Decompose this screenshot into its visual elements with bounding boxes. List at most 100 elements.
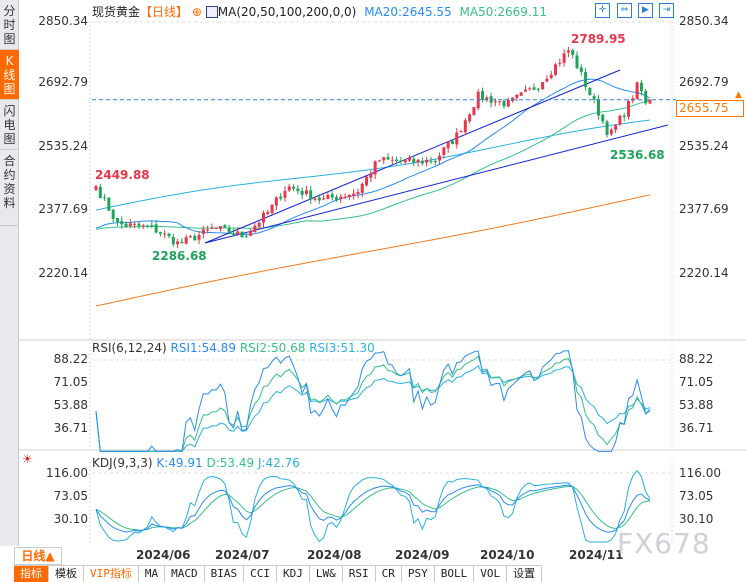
candle-body: [244, 236, 248, 238]
sidebar-tab[interactable]: K线图: [0, 50, 19, 100]
rsi1-line: [95, 350, 651, 453]
indicator-tab[interactable]: KDJ: [277, 566, 310, 582]
candle-body: [446, 141, 450, 149]
sidebar-tab[interactable]: 闪电图: [0, 100, 19, 150]
candle-body: [309, 190, 313, 200]
candle-body: [231, 233, 235, 235]
rsi-label: RSI(6,12,24): [92, 341, 167, 355]
chart-header: 现货黄金【日线】 ⊕ MA(20,50,100,200,0,0) MA20:26…: [92, 3, 547, 20]
kdj-axis: 73.05: [679, 489, 714, 503]
candle-body: [390, 159, 394, 161]
candle-body: [502, 100, 506, 107]
annotation-low1: 2286.68: [152, 249, 207, 263]
candle-body: [365, 176, 369, 185]
date-label: 2024/07: [215, 548, 270, 562]
candle-body: [98, 186, 102, 199]
chart-canvas[interactable]: [0, 0, 746, 546]
trend-line: [204, 69, 621, 244]
candle-body: [369, 173, 373, 178]
indicator-tab[interactable]: VIP指标: [84, 566, 139, 582]
candle-body: [459, 131, 463, 133]
add-icon[interactable]: ⊕: [191, 5, 202, 19]
candle-body: [403, 159, 407, 163]
candle-body: [468, 114, 472, 122]
indicator-tab[interactable]: 模板: [49, 566, 84, 582]
candle-body: [223, 225, 227, 228]
candle-body: [150, 225, 154, 227]
period-button[interactable]: 日线▲: [14, 547, 62, 565]
candle-body: [313, 198, 317, 200]
indicator-chart-icon[interactable]: [205, 6, 218, 18]
indicator-tab[interactable]: LW&: [310, 566, 343, 582]
date-label: 2024/11: [569, 548, 624, 562]
watermark: FX678: [617, 527, 711, 560]
candle-body: [498, 101, 502, 103]
candle-body: [386, 156, 390, 160]
indicator-tab[interactable]: MACD: [165, 566, 205, 582]
candle-body: [429, 161, 433, 163]
candle-body: [408, 158, 412, 161]
indicator-tab[interactable]: BOLL: [435, 566, 475, 582]
annotation-start-high: 2449.88: [95, 168, 150, 182]
candle-body: [111, 209, 115, 219]
rsi3-value: RSI3:51.30: [309, 341, 375, 355]
sidebar-tab[interactable]: 合约资料: [0, 150, 19, 226]
rsi-axis: 36.71: [53, 421, 88, 435]
candle-body: [317, 197, 321, 201]
settings-sun-icon[interactable]: ☀: [22, 452, 33, 466]
indicator-tab[interactable]: CR: [376, 566, 402, 582]
ma100-line: [95, 119, 651, 211]
candle-body: [596, 99, 600, 116]
candle-body: [395, 159, 399, 161]
candle-body: [438, 155, 442, 161]
indicator-tab[interactable]: MA: [139, 566, 166, 582]
candle-body: [146, 225, 150, 227]
candle-body: [605, 121, 609, 135]
candle-body: [292, 186, 296, 189]
candle-body: [94, 186, 98, 191]
kdj-j-line: [95, 470, 651, 543]
candle-body: [382, 157, 386, 161]
candle-body: [236, 231, 240, 235]
sidebar: 分时图 K线图 闪电图 合约资料: [0, 0, 19, 546]
candle-body: [485, 97, 489, 100]
candle-body: [124, 223, 128, 227]
candle-body: [249, 231, 253, 236]
candle-body: [154, 224, 158, 233]
indicator-tab[interactable]: 指标: [14, 566, 49, 582]
zoom-in-icon[interactable]: ⇔: [617, 3, 632, 18]
indicator-tab[interactable]: CCI: [244, 566, 277, 582]
rsi1-value: RSI1:54.89: [170, 341, 237, 355]
kdj-axis: 30.10: [679, 512, 714, 526]
candle-body: [356, 191, 360, 194]
price-axis-left: 2535.24: [38, 139, 88, 153]
candle-body: [261, 212, 265, 223]
candle-body: [558, 62, 562, 64]
sidebar-tab[interactable]: 分时图: [0, 0, 19, 50]
indicator-tab[interactable]: RSI: [343, 566, 376, 582]
price-axis-right: 2377.69: [679, 202, 729, 216]
candle-body: [566, 50, 570, 53]
rsi3-line: [95, 364, 651, 452]
indicator-tab[interactable]: PSY: [402, 566, 435, 582]
indicator-tab[interactable]: VOL: [474, 566, 508, 582]
period-label: 【日线】: [140, 5, 189, 19]
candle-body: [433, 160, 437, 162]
price-axis-right: 2850.34: [679, 14, 729, 28]
play-icon[interactable]: ▶: [638, 3, 653, 18]
candle-body: [571, 50, 575, 55]
price-axis-right: 2535.24: [679, 139, 729, 153]
indicator-tab[interactable]: 设置: [507, 566, 543, 582]
candle-body: [588, 87, 592, 95]
kdj-label: KDJ(9,3,3): [92, 456, 153, 470]
candle-body: [347, 194, 351, 197]
candle-body: [450, 140, 454, 144]
candle-body: [644, 90, 648, 104]
candle-body: [240, 231, 244, 238]
candle-body: [334, 197, 338, 200]
exit-icon[interactable]: ⇥: [659, 3, 674, 18]
indicator-tab[interactable]: BIAS: [205, 566, 245, 582]
crosshair-icon[interactable]: ✛: [595, 3, 610, 18]
kdj-k-line: [95, 484, 651, 533]
candle-body: [506, 99, 510, 107]
